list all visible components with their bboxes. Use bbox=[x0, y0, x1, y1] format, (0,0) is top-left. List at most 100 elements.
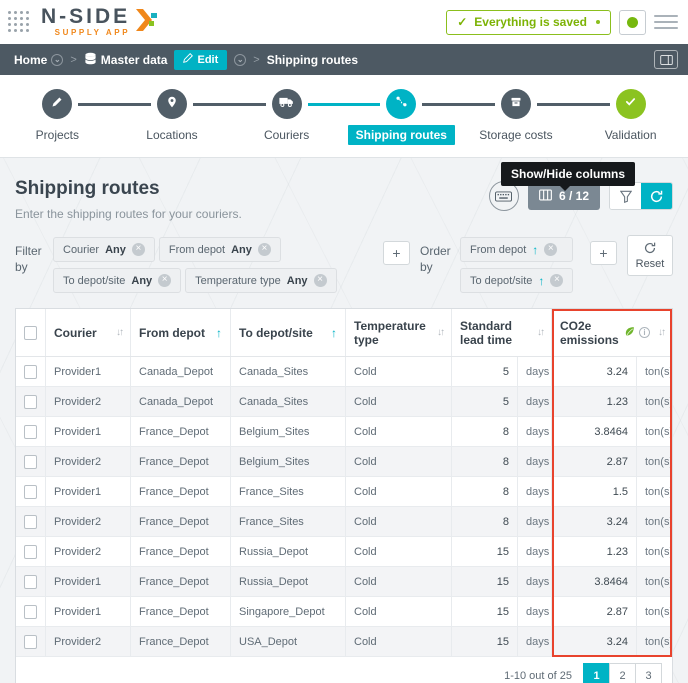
page-button-2[interactable]: 2 bbox=[609, 662, 636, 683]
cell-temperature[interactable]: Cold bbox=[346, 447, 452, 476]
cell-lead-time[interactable]: 8 bbox=[452, 417, 518, 446]
cell-courier[interactable]: Provider2 bbox=[46, 447, 131, 476]
remove-order-icon[interactable]: × bbox=[550, 274, 564, 287]
cell-lead-time[interactable]: 15 bbox=[452, 627, 518, 656]
filter-chip-to-depot[interactable]: To depot/site Any × bbox=[53, 268, 182, 293]
cell-lead-time[interactable]: 15 bbox=[452, 597, 518, 626]
cell-from-depot[interactable]: France_Depot bbox=[131, 627, 231, 656]
cell-from-depot[interactable]: France_Depot bbox=[131, 597, 231, 626]
cell-co2-emissions[interactable]: 2.87 bbox=[552, 447, 637, 476]
cell-courier[interactable]: Provider2 bbox=[46, 537, 131, 566]
remove-order-icon[interactable]: × bbox=[544, 243, 558, 256]
cell-co2-emissions[interactable]: 3.8464 bbox=[552, 417, 637, 446]
cell-temperature[interactable]: Cold bbox=[346, 357, 452, 386]
add-filter-button[interactable]: + bbox=[383, 241, 410, 265]
header-to-depot[interactable]: To depot/site ↑ bbox=[231, 309, 346, 356]
remove-filter-icon[interactable]: × bbox=[257, 243, 271, 256]
row-checkbox[interactable] bbox=[24, 514, 37, 529]
add-order-button[interactable]: + bbox=[590, 241, 617, 265]
cell-from-depot[interactable]: France_Depot bbox=[131, 507, 231, 536]
step-validation[interactable]: Validation bbox=[573, 89, 688, 157]
row-checkbox[interactable] bbox=[24, 424, 37, 439]
cell-to-depot[interactable]: Russia_Depot bbox=[231, 567, 346, 596]
cell-courier[interactable]: Provider1 bbox=[46, 477, 131, 506]
sort-asc-icon[interactable]: ↑ bbox=[538, 273, 545, 288]
cell-lead-time[interactable]: 15 bbox=[452, 567, 518, 596]
remove-filter-icon[interactable]: × bbox=[313, 274, 327, 287]
edit-mode-button[interactable]: Edit bbox=[174, 49, 228, 70]
row-checkbox[interactable] bbox=[24, 484, 37, 499]
row-checkbox[interactable] bbox=[24, 634, 37, 649]
cell-to-depot[interactable]: Russia_Depot bbox=[231, 537, 346, 566]
cell-lead-time[interactable]: 5 bbox=[452, 357, 518, 386]
cell-temperature[interactable]: Cold bbox=[346, 477, 452, 506]
cell-from-depot[interactable]: France_Depot bbox=[131, 537, 231, 566]
cell-from-depot[interactable]: France_Depot bbox=[131, 447, 231, 476]
header-temperature[interactable]: Temperature type ↓↑ bbox=[346, 309, 452, 356]
cell-to-depot[interactable]: France_Sites bbox=[231, 507, 346, 536]
cell-courier[interactable]: Provider1 bbox=[46, 357, 131, 386]
cell-from-depot[interactable]: France_Depot bbox=[131, 417, 231, 446]
cell-courier[interactable]: Provider2 bbox=[46, 627, 131, 656]
row-checkbox[interactable] bbox=[24, 574, 37, 589]
connection-status-button[interactable] bbox=[619, 9, 646, 35]
info-icon[interactable]: i bbox=[639, 327, 650, 338]
row-checkbox[interactable] bbox=[24, 544, 37, 559]
cell-lead-time[interactable]: 8 bbox=[452, 477, 518, 506]
sort-icon[interactable]: ↓↑ bbox=[658, 326, 666, 338]
cell-lead-time[interactable]: 8 bbox=[452, 447, 518, 476]
select-all-checkbox[interactable] bbox=[24, 325, 37, 340]
sort-asc-icon[interactable]: ↑ bbox=[216, 325, 222, 340]
cell-to-depot[interactable]: France_Sites bbox=[231, 477, 346, 506]
cell-from-depot[interactable]: France_Depot bbox=[131, 567, 231, 596]
header-co2-emissions[interactable]: CO2e emissions i ↓↑ bbox=[552, 309, 672, 356]
sort-asc-icon[interactable]: ↑ bbox=[532, 242, 539, 257]
cell-courier[interactable]: Provider1 bbox=[46, 417, 131, 446]
cell-temperature[interactable]: Cold bbox=[346, 387, 452, 416]
header-from-depot[interactable]: From depot ↑ bbox=[131, 309, 231, 356]
row-checkbox[interactable] bbox=[24, 454, 37, 469]
cell-temperature[interactable]: Cold bbox=[346, 507, 452, 536]
order-chip-to-depot[interactable]: To depot/site ↑ × bbox=[460, 268, 574, 293]
refresh-button[interactable] bbox=[641, 183, 672, 209]
row-checkbox[interactable] bbox=[24, 604, 37, 619]
cell-to-depot[interactable]: USA_Depot bbox=[231, 627, 346, 656]
filter-chip-temperature[interactable]: Temperature type Any × bbox=[185, 268, 337, 293]
side-panel-toggle-button[interactable] bbox=[654, 50, 678, 69]
breadcrumb-home[interactable]: Home ⌄ bbox=[14, 53, 64, 67]
step-locations[interactable]: Locations bbox=[115, 89, 230, 157]
cell-to-depot[interactable]: Canada_Sites bbox=[231, 357, 346, 386]
cell-co2-emissions[interactable]: 3.24 bbox=[552, 357, 637, 386]
menu-icon[interactable] bbox=[654, 11, 678, 33]
page-button-1[interactable]: 1 bbox=[583, 662, 610, 683]
step-shipping-routes[interactable]: Shipping routes bbox=[344, 89, 459, 157]
reset-button[interactable]: Reset bbox=[627, 235, 673, 276]
cell-courier[interactable]: Provider2 bbox=[46, 507, 131, 536]
header-courier[interactable]: Courier ↓↑ bbox=[46, 309, 131, 356]
cell-co2-emissions[interactable]: 1.23 bbox=[552, 537, 637, 566]
filter-chip-from-depot[interactable]: From depot Any × bbox=[158, 237, 281, 262]
breadcrumb-master-data[interactable]: Master data bbox=[84, 52, 167, 68]
app-launcher-icon[interactable] bbox=[8, 10, 31, 34]
cell-from-depot[interactable]: Canada_Depot bbox=[131, 387, 231, 416]
chevron-down-icon[interactable]: ⌄ bbox=[51, 53, 64, 66]
cell-lead-time[interactable]: 5 bbox=[452, 387, 518, 416]
chevron-down-icon[interactable]: ⌄ bbox=[234, 53, 247, 66]
cell-courier[interactable]: Provider1 bbox=[46, 567, 131, 596]
cell-co2-emissions[interactable]: 3.8464 bbox=[552, 567, 637, 596]
cell-temperature[interactable]: Cold bbox=[346, 417, 452, 446]
cell-courier[interactable]: Provider2 bbox=[46, 387, 131, 416]
cell-temperature[interactable]: Cold bbox=[346, 597, 452, 626]
filter-chip-courier[interactable]: Courier Any × bbox=[53, 237, 155, 262]
remove-filter-icon[interactable]: × bbox=[131, 243, 145, 256]
save-status-button[interactable]: ✓ Everything is saved bbox=[446, 9, 611, 35]
cell-temperature[interactable]: Cold bbox=[346, 627, 452, 656]
cell-from-depot[interactable]: Canada_Depot bbox=[131, 357, 231, 386]
sort-icon[interactable]: ↓↑ bbox=[437, 326, 445, 338]
cell-co2-emissions[interactable]: 3.24 bbox=[552, 507, 637, 536]
step-projects[interactable]: Projects bbox=[0, 89, 115, 157]
cell-to-depot[interactable]: Singapore_Depot bbox=[231, 597, 346, 626]
sort-icon[interactable]: ↓↑ bbox=[537, 326, 545, 338]
step-storage-costs[interactable]: Storage costs bbox=[459, 89, 574, 157]
cell-co2-emissions[interactable]: 3.24 bbox=[552, 627, 637, 656]
